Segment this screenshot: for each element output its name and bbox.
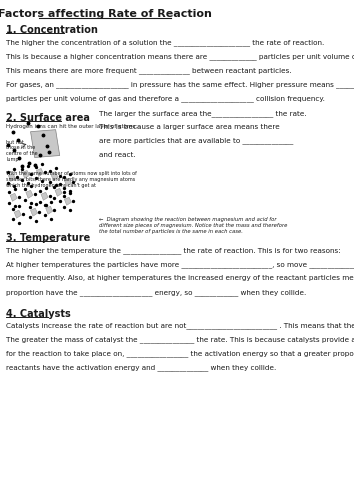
Text: and react.: and react. [99, 152, 136, 158]
Text: proportion have the ____________________ energy, so ____________ when they colli: proportion have the ____________________… [6, 289, 306, 296]
Text: more frequently. Also, at higher temperatures the increased energy of the reacta: more frequently. Also, at higher tempera… [6, 275, 354, 281]
Text: 4. Catalysts: 4. Catalysts [6, 308, 71, 318]
Text: reactants have the activation energy and ______________ when they collide.: reactants have the activation energy and… [6, 364, 276, 371]
Text: The higher the concentration of a solution the _____________________ the rate of: The higher the concentration of a soluti… [6, 39, 324, 46]
Text: ←  Diagram showing the reaction between magnesium and acid for
different size pi: ← Diagram showing the reaction between m… [99, 217, 288, 234]
Polygon shape [10, 194, 17, 202]
Text: 3. Temperature: 3. Temperature [6, 233, 90, 243]
Text: For gases, an ____________________ in pressure has the same effect. Higher press: For gases, an ____________________ in pr… [6, 81, 354, 87]
Polygon shape [46, 206, 53, 214]
Polygon shape [36, 168, 44, 176]
Polygon shape [64, 178, 72, 186]
Text: With the same number of atoms now split into lots of
smaller bits, there are har: With the same number of atoms now split … [6, 172, 137, 188]
Text: Hydrogen ions can hit the outer layer of atoms...: Hydrogen ions can hit the outer layer of… [6, 124, 141, 128]
Text: This is because a higher concentration means there are _____________ particles p: This is because a higher concentration m… [6, 53, 354, 60]
Text: Catalysts increase the rate of reaction but are not_________________________ . T: Catalysts increase the rate of reaction … [6, 322, 354, 330]
Polygon shape [41, 192, 48, 200]
Polygon shape [22, 170, 29, 178]
Text: Factors affecting Rate of Reaction: Factors affecting Rate of Reaction [0, 10, 212, 20]
Text: for the reaction to take place on, _________________ the activation energy so th: for the reaction to take place on, _____… [6, 350, 354, 357]
Polygon shape [64, 198, 72, 205]
Polygon shape [30, 208, 38, 216]
Text: The larger the surface area the_________________ the rate.: The larger the surface area the_________… [99, 110, 307, 116]
Text: This is because a larger surface area means there: This is because a larger surface area me… [99, 124, 280, 130]
Text: The higher the temperature the ________________ the rate of reaction. This is fo: The higher the temperature the _________… [6, 247, 341, 254]
Text: This means there are more frequent ______________ between reactant particles.: This means there are more frequent _____… [6, 67, 292, 74]
Polygon shape [51, 172, 58, 180]
Text: At higher temperatures the particles have more _________________________, so mov: At higher temperatures the particles hav… [6, 261, 354, 268]
Text: particles per unit volume of gas and therefore a ____________________ collision : particles per unit volume of gas and the… [6, 95, 325, 102]
Text: but not
those in the
centre of the
lump: but not those in the centre of the lump [6, 140, 38, 162]
Text: are more particles that are available to ______________: are more particles that are available to… [99, 138, 293, 144]
Polygon shape [26, 190, 33, 198]
Polygon shape [55, 188, 62, 196]
Polygon shape [30, 130, 60, 158]
Polygon shape [14, 210, 21, 218]
Text: 2. Surface area: 2. Surface area [6, 113, 90, 123]
Polygon shape [8, 174, 15, 182]
Text: The greater the mass of catalyst the _______________ the rate. This is because c: The greater the mass of catalyst the ___… [6, 336, 354, 344]
Text: 1. Concentration: 1. Concentration [6, 26, 98, 36]
